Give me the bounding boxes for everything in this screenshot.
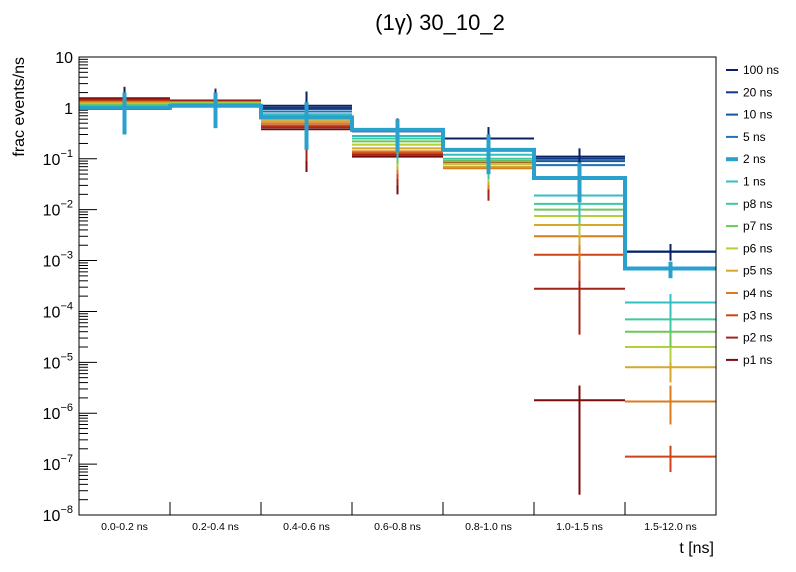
legend-label: 100 ns [743, 63, 779, 77]
y-tick-label: 10−4 [43, 300, 73, 321]
x-category-label: 0.0-0.2 ns [101, 521, 148, 533]
legend-item: p6 ns [726, 241, 772, 255]
series-layer [79, 86, 716, 495]
y-tick-label: 10−8 [43, 504, 73, 525]
legend-label: p6 ns [743, 241, 772, 255]
legend-label: p5 ns [743, 264, 772, 278]
legend-label: p8 ns [743, 197, 772, 211]
legend-item: p2 ns [726, 331, 772, 345]
legend-label: p2 ns [743, 331, 772, 345]
legend-item: p7 ns [726, 219, 772, 233]
legend-label: 2 ns [743, 152, 766, 166]
x-category-label: 0.6-0.8 ns [374, 521, 421, 533]
legend-item: 20 ns [726, 85, 772, 99]
legend-item: 5 ns [726, 130, 766, 144]
legend: 100 ns 20 ns 10 ns 5 ns 2 ns 1 ns p8 ns p7 ns p6… [726, 63, 779, 367]
x-category-label: 0.4-0.6 ns [283, 521, 330, 533]
legend-item: 1 ns [726, 175, 766, 189]
y-tick-label: 10−6 [43, 402, 73, 423]
y-tick-label: 10−3 [43, 250, 73, 271]
y-tick-labels: 10 1 10−1 10−2 10−3 10−4 10−5 10−6 10−7 10−8 [43, 50, 73, 525]
legend-item: p1 ns [726, 353, 772, 367]
x-axis-label: t [ns] [679, 540, 714, 557]
legend-item: p8 ns [726, 197, 772, 211]
legend-item: p4 ns [726, 286, 772, 300]
y-tick-label: 10−2 [43, 199, 73, 220]
legend-label: 10 ns [743, 108, 772, 122]
y-tick-label: 10 [55, 50, 73, 67]
y-tick-label: 10−5 [43, 351, 73, 372]
axis-ticks [78, 56, 717, 516]
legend-label: p4 ns [743, 286, 772, 300]
legend-label: p3 ns [743, 308, 772, 322]
x-category-labels: 0.0-0.2 ns 0.2-0.4 ns 0.4-0.6 ns 0.6-0.8 ns… [101, 521, 697, 533]
legend-label: 1 ns [743, 175, 766, 189]
chart-title: (1γ) 30_10_2 [375, 10, 505, 35]
legend-item: p3 ns [726, 308, 772, 322]
legend-item: p5 ns [726, 264, 772, 278]
legend-item: 10 ns [726, 108, 772, 122]
y-tick-label: 10−1 [43, 148, 73, 169]
y-tick-label: 10−7 [43, 453, 73, 474]
x-category-label: 0.2-0.4 ns [192, 521, 239, 533]
legend-label: 20 ns [743, 85, 772, 99]
legend-item: 100 ns [726, 63, 779, 77]
x-category-label: 1.5-12.0 ns [644, 521, 697, 533]
y-tick-label: 1 [64, 101, 73, 118]
series-2-ns [79, 92, 716, 279]
legend-label: 5 ns [743, 130, 766, 144]
x-category-label: 0.8-1.0 ns [465, 521, 512, 533]
plot-frame [78, 56, 717, 516]
x-category-label: 1.0-1.5 ns [556, 521, 603, 533]
y-axis-label: frac events/ns [11, 57, 28, 157]
legend-item: 2 ns [726, 152, 766, 166]
legend-label: p1 ns [743, 353, 772, 367]
legend-label: p7 ns [743, 219, 772, 233]
